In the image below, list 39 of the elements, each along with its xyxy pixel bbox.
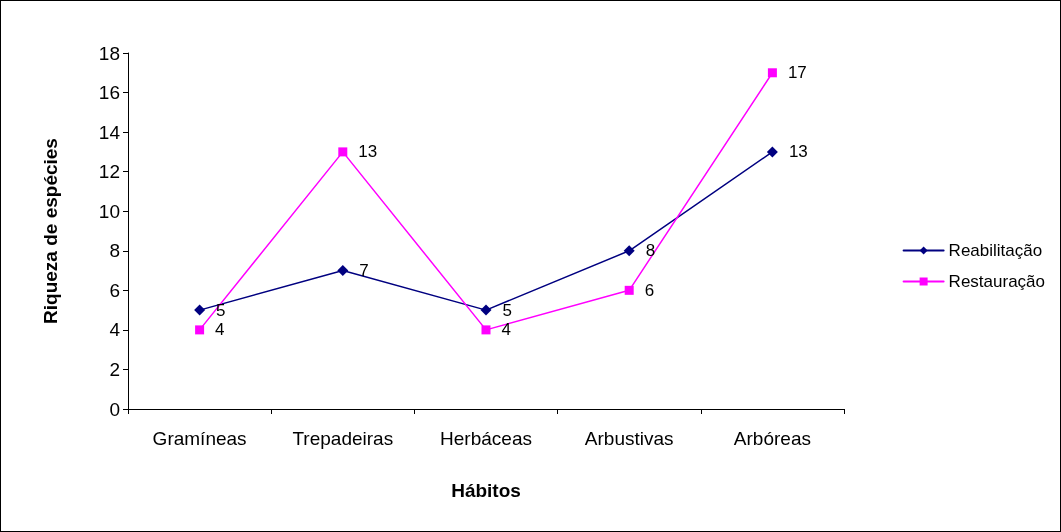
point xyxy=(194,304,206,316)
y-tick-label: 18 xyxy=(98,42,120,64)
data-label: 4 xyxy=(501,320,511,340)
x-axis-title: Hábitos xyxy=(451,480,521,501)
data-label: 13 xyxy=(358,142,378,162)
y-tick-label: 14 xyxy=(98,121,121,143)
data-label: 8 xyxy=(645,241,656,261)
y-tick-label: 16 xyxy=(98,82,120,104)
y-tick-label: 12 xyxy=(98,161,120,183)
data-label: 5 xyxy=(502,300,512,320)
y-tick-label: 6 xyxy=(109,279,120,301)
data-label: 5 xyxy=(216,300,226,320)
y-tick-label: 10 xyxy=(98,200,120,222)
point xyxy=(481,325,491,335)
data-label: 4 xyxy=(215,320,225,340)
legend-label: Reabilitação xyxy=(948,241,1043,260)
legend-label: Restauração xyxy=(948,272,1045,291)
y-tick-label: 8 xyxy=(109,240,120,262)
data-label: 7 xyxy=(359,261,369,281)
y-axis-title: Riqueza de espécies xyxy=(40,138,61,324)
y-tick-label: 2 xyxy=(109,358,120,380)
point xyxy=(766,146,778,158)
x-tick-label: Herbáceas xyxy=(440,428,532,449)
x-tick-label: Arbustivas xyxy=(584,428,674,449)
point xyxy=(767,68,777,78)
y-tick-label: 4 xyxy=(109,319,121,341)
data-label: 13 xyxy=(788,142,808,162)
point xyxy=(338,147,348,157)
y-tick-label: 0 xyxy=(109,398,120,420)
point xyxy=(337,265,349,277)
data-label: 17 xyxy=(787,63,807,83)
point xyxy=(624,285,634,295)
data-label: 6 xyxy=(644,280,655,300)
point xyxy=(623,245,635,257)
x-tick-label: Trepadeiras xyxy=(292,428,394,449)
point xyxy=(480,304,492,316)
x-tick-label: Gramíneas xyxy=(152,428,247,449)
x-tick-label: Arbóreas xyxy=(733,428,811,449)
point xyxy=(195,325,205,335)
